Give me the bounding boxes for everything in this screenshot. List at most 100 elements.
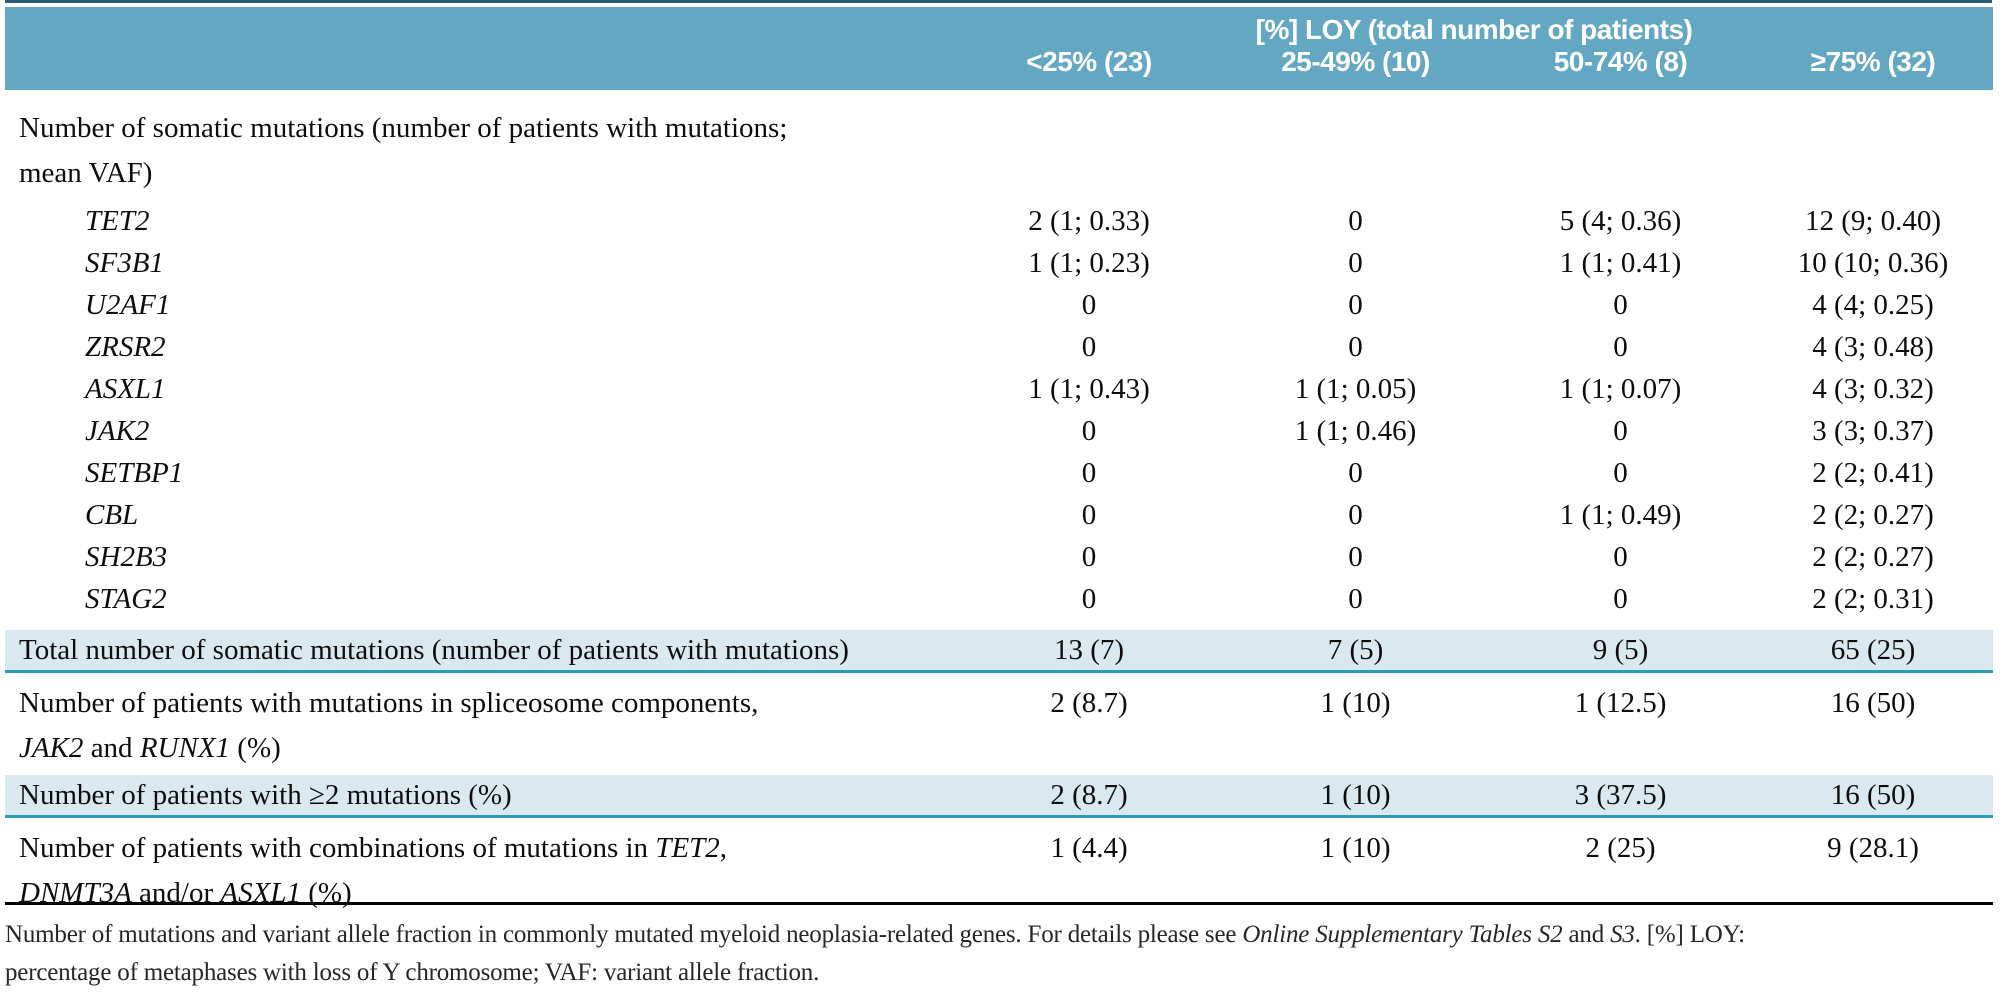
gene-value-cell: 0 — [1613, 583, 1628, 615]
gene-value-cell: 10 (10; 0.36) — [1797, 247, 1949, 279]
gene-row-setbp1: SETBP1 0 0 0 2 (2; 0.41) — [5, 452, 1993, 494]
gene-mention: RUNX1 — [139, 732, 231, 764]
gene-value-cell: 0 — [1348, 583, 1363, 615]
gene-value-cell: 0 — [1081, 499, 1097, 531]
spliceosome-row-label: Number of patients with mutations in spl… — [5, 681, 955, 775]
gene-value-cell: 4 (3; 0.32) — [1812, 373, 1934, 405]
column-header-25-49: 25-49% (10) — [1281, 46, 1430, 77]
gene-value-cell: 1 (1; 0.05) — [1294, 373, 1417, 405]
gene-value-cell: 0 — [1613, 415, 1628, 447]
spliceosome-value-cell: 1 (10) — [1320, 687, 1391, 719]
gene-value-cell: 2 (1; 0.33) — [1028, 205, 1150, 237]
combinations-mutations-row: Number of patients with combinations of … — [5, 818, 1993, 909]
footnote-text: Number of mutations and variant allele f… — [5, 921, 1243, 948]
gene-value-cell: 0 — [1081, 541, 1097, 573]
gene-row-u2af1: U2AF1 0 0 0 4 (4; 0.25) — [5, 284, 1993, 326]
total-value-cell: 7 (5) — [1327, 634, 1384, 666]
gene-row-zrsr2: ZRSR2 0 0 0 4 (3; 0.48) — [5, 326, 1993, 368]
gene-value-cell: 1 (1; 0.43) — [1028, 373, 1150, 405]
spliceosome-value-cell: 1 (12.5) — [1574, 687, 1667, 719]
total-value-cell: 9 (5) — [1592, 634, 1649, 666]
header-group-label: [%] LOY (total number of patients) — [1255, 14, 1693, 45]
gene-value-cell: 1 (1; 0.23) — [1028, 247, 1150, 279]
gene-value-cell: 0 — [1081, 415, 1097, 447]
label-text: and/or — [131, 877, 221, 909]
combinations-value-cell: 9 (28.1) — [1827, 832, 1919, 864]
label-text: (%) — [300, 877, 352, 909]
gene-value-cell: 0 — [1348, 289, 1363, 321]
column-header-ge75: ≥75% (32) — [1810, 46, 1936, 77]
gene-mention: ASXL1 — [220, 877, 301, 909]
gene-value-cell: 0 — [1348, 331, 1363, 363]
combinations-value-cell: 1 (10) — [1320, 832, 1391, 864]
footnote-text: and — [1562, 921, 1611, 948]
combinations-value-cell: 2 (25) — [1585, 832, 1656, 864]
gene-value-cell: 1 (1; 0.49) — [1559, 499, 1682, 531]
total-mutations-row: Total number of somatic mutations (numbe… — [5, 630, 1993, 673]
gene-value-cell: 3 (3; 0.37) — [1812, 415, 1934, 447]
gene-value-cell: 1 (1; 0.41) — [1559, 247, 1682, 279]
gene-value-cell: 0 — [1081, 289, 1097, 321]
ge2-value-cell: 1 (10) — [1320, 779, 1391, 811]
spliceosome-label-line1: Number of patients with mutations in spl… — [19, 687, 759, 719]
header-columns-row: <25% (23) 25-49% (10) 50-74% (8) ≥75% (3… — [5, 45, 1993, 85]
gene-value-cell: 0 — [1348, 499, 1363, 531]
footnote-italic-reference: S3 — [1610, 921, 1635, 948]
gene-name: TET2 — [85, 205, 150, 237]
section-label-line2: mean VAF) — [19, 157, 153, 189]
gene-name: CBL — [85, 499, 139, 531]
total-row-label: Total number of somatic mutations (numbe… — [19, 634, 849, 666]
combinations-value-cell: 1 (4.4) — [1050, 832, 1128, 864]
gene-value-cell: 0 — [1348, 541, 1363, 573]
header-empty-cell — [5, 45, 955, 85]
gene-name: SETBP1 — [85, 457, 184, 489]
spliceosome-mutations-row: Number of patients with mutations in spl… — [5, 673, 1993, 775]
header-group-row: [%] LOY (total number of patients) — [5, 7, 1993, 45]
gene-value-cell: 1 (1; 0.46) — [1294, 415, 1417, 447]
gene-name: ZRSR2 — [85, 331, 166, 363]
gene-mention: DNMT3A — [19, 877, 132, 909]
label-text: and — [83, 732, 140, 764]
section-row-somatic-mutations: Number of somatic mutations (number of p… — [5, 90, 1993, 200]
gene-name: JAK2 — [85, 415, 150, 447]
section-label-line1: Number of somatic mutations (number of p… — [19, 112, 788, 144]
gene-row-asxl1: ASXL1 1 (1; 0.43) 1 (1; 0.05) 1 (1; 0.07… — [5, 368, 1993, 410]
top-rule — [5, 0, 1992, 3]
ge2-row-label: Number of patients with ≥2 mutations (%) — [19, 779, 512, 811]
combinations-row-label: Number of patients with combinations of … — [5, 826, 955, 916]
gene-name: STAG2 — [85, 583, 167, 615]
gene-value-cell: 5 (4; 0.36) — [1559, 205, 1682, 237]
gene-value-cell: 0 — [1613, 457, 1628, 489]
ge2-mutations-row: Number of patients with ≥2 mutations (%)… — [5, 775, 1993, 818]
label-text: Number of patients with combinations of … — [19, 832, 656, 864]
gene-value-cell: 0 — [1613, 541, 1628, 573]
ge2-value-cell: 16 (50) — [1830, 779, 1916, 811]
gene-row-jak2: JAK2 0 1 (1; 0.46) 0 3 (3; 0.37) — [5, 410, 1993, 452]
combinations-label-line1: Number of patients with combinations of … — [19, 826, 955, 871]
total-value-cell: 13 (7) — [1053, 634, 1125, 666]
footnote-italic-reference: Online Supplementary Tables S2 — [1242, 921, 1563, 948]
gene-value-cell: 0 — [1348, 247, 1363, 279]
gene-value-cell: 12 (9; 0.40) — [1804, 205, 1942, 237]
gene-value-cell: 2 (2; 0.27) — [1812, 541, 1934, 573]
gene-value-cell: 0 — [1081, 331, 1097, 363]
column-header-lt25: <25% (23) — [1026, 46, 1152, 77]
gene-row-sf3b1: SF3B1 1 (1; 0.23) 0 1 (1; 0.41) 10 (10; … — [5, 242, 1993, 284]
gene-value-cell: 0 — [1081, 583, 1097, 615]
label-text: (%) — [230, 732, 281, 764]
gene-row-stag2: STAG2 0 0 0 2 (2; 0.31) — [5, 578, 1993, 620]
gene-value-cell: 0 — [1613, 331, 1628, 363]
ge2-value-cell: 2 (8.7) — [1050, 779, 1128, 811]
gene-value-cell: 4 (3; 0.48) — [1812, 331, 1934, 363]
footnote-line2: percentage of metaphases with loss of Y … — [5, 959, 820, 986]
gene-row-cbl: CBL 0 0 1 (1; 0.49) 2 (2; 0.27) — [5, 494, 1993, 536]
mutations-table: [%] LOY (total number of patients) <25% … — [5, 7, 1993, 909]
table-header: [%] LOY (total number of patients) <25% … — [5, 7, 1993, 90]
gene-value-cell: 1 (1; 0.07) — [1559, 373, 1682, 405]
gene-value-cell: 2 (2; 0.31) — [1812, 583, 1934, 615]
spliceosome-value-cell: 16 (50) — [1830, 687, 1916, 719]
gene-value-cell: 0 — [1081, 457, 1097, 489]
column-header-50-74: 50-74% (8) — [1553, 46, 1688, 77]
gene-value-cell: 0 — [1348, 205, 1363, 237]
